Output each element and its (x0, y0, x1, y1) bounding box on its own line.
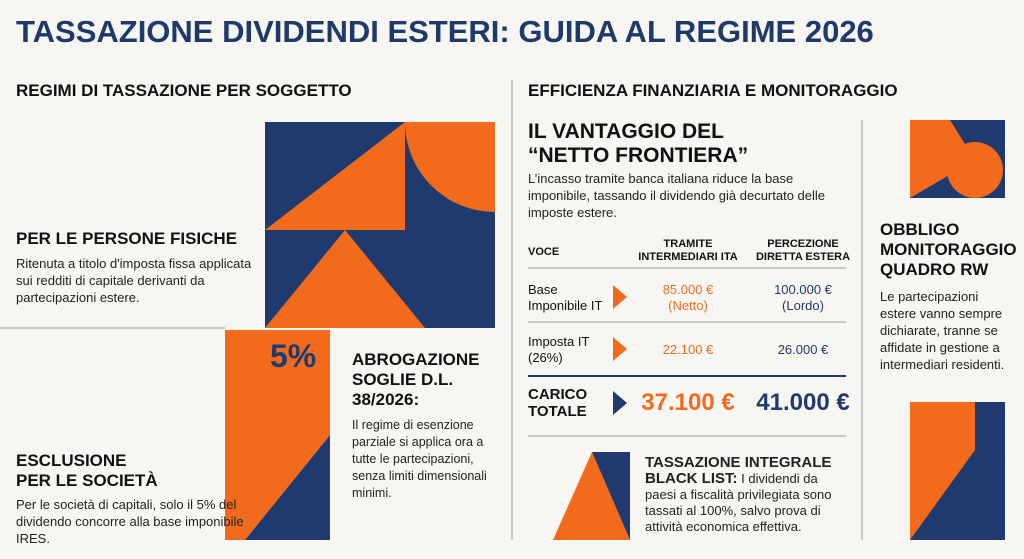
card-text: L’incasso tramite banca italiana riduce … (528, 171, 826, 220)
card-title: ESCLUSIONE PER LE SOCIETÀ (16, 451, 158, 490)
card-title: ABROGAZIONE SOGLIE D.L. 38/2026: (352, 350, 480, 409)
th: VOCE (528, 246, 560, 258)
cell: 85.000 € (Netto) (662, 282, 714, 313)
title: TASSAZIONE DIVIDENDI ESTERI: GUIDA AL RE… (16, 14, 874, 49)
card-text: Ritenuta a titolo d'imposta fissa applic… (16, 256, 252, 305)
percent: 5% (270, 338, 317, 374)
cell: 22.100 € (662, 342, 714, 357)
heading: REGIMI DI TASSAZIONE PER SOGGETTO (16, 81, 352, 100)
cell: 100.000 € (Lordo) (774, 282, 832, 313)
card-title: OBBLIGO MONITORAGGIO QUADRO RW (880, 220, 1017, 279)
card-title: IL VANTAGGIO DEL “NETTO FRONTIERA” (528, 120, 749, 167)
th: TRAMITE INTERMEDIARI ITA (638, 238, 738, 263)
cell: 41.000 € (756, 389, 850, 416)
cell: 26.000 € (777, 342, 829, 357)
cell: Base Imponibile IT (528, 282, 603, 313)
cell: 37.100 € (641, 389, 735, 416)
card-text: I dividendi da paesi a fiscalità privile… (645, 471, 832, 534)
card-text: Il regime di esenzione parziale si appli… (352, 418, 487, 500)
card-title: TASSAZIONE INTEGRALE BLACK LIST: (645, 454, 832, 487)
heading: EFFICIENZA FINANZIARIA E MONITORAGGIO (528, 81, 898, 100)
card-title: PER LE PERSONE FISICHE (16, 229, 238, 248)
th: PERCEZIONE DIRETTA ESTERA (755, 238, 851, 263)
card-text: Le partecipazioni estere vanno sempre di… (880, 289, 1005, 372)
cell: CARICO TOTALE (528, 386, 588, 420)
cell: Imposta IT (26%) (528, 334, 590, 365)
blacklist: TASSAZIONE INTEGRALE BLACK LIST: I divid… (645, 455, 850, 535)
card-text: Per le società di capitali, solo il 5% d… (16, 497, 244, 546)
